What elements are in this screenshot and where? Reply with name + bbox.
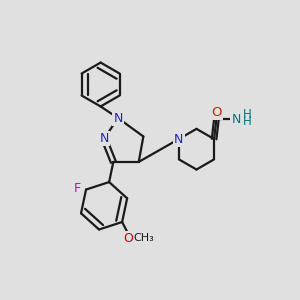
Text: F: F [73, 182, 80, 195]
Text: H: H [242, 115, 251, 128]
Text: H: H [242, 108, 251, 121]
Text: N: N [113, 112, 123, 124]
Text: N: N [99, 132, 109, 145]
Text: N: N [174, 133, 184, 146]
Text: N: N [231, 113, 241, 126]
Text: O: O [211, 106, 222, 119]
Text: CH₃: CH₃ [134, 233, 154, 243]
Text: O: O [123, 232, 133, 245]
